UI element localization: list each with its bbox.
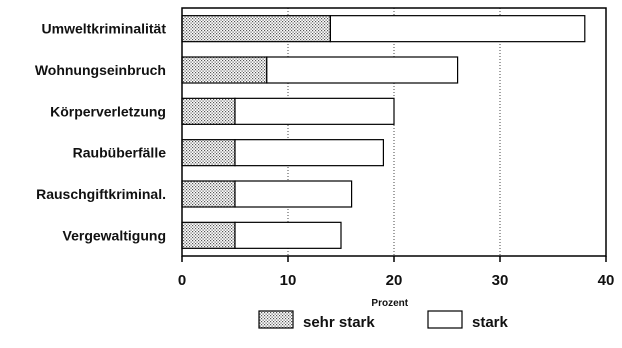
category-label: Vergewaltigung bbox=[63, 227, 166, 243]
bar-sehr-stark-2 bbox=[181, 97, 236, 125]
x-axis-ticks: 0 10 20 30 40 bbox=[178, 256, 615, 289]
tick-label: 0 bbox=[178, 272, 186, 289]
tick-label: 30 bbox=[492, 272, 509, 289]
category-label: Wohnungseinbruch bbox=[35, 62, 166, 78]
bar-sehr-stark-0 bbox=[181, 15, 331, 43]
tick-label: 20 bbox=[386, 272, 403, 289]
x-axis-title: Prozent bbox=[371, 298, 408, 309]
legend-swatch-stark bbox=[427, 310, 463, 329]
category-labels: Umweltkriminalität Wohnungseinbruch Körper… bbox=[35, 21, 167, 244]
category-label: Körperverletzung bbox=[50, 103, 166, 119]
category-label: Rauschgiftkriminal. bbox=[36, 186, 166, 202]
grid-lines bbox=[287, 8, 501, 256]
legend-label: sehr stark bbox=[303, 314, 375, 331]
bar-stark-5 bbox=[234, 221, 342, 249]
bar-stark-2 bbox=[234, 97, 395, 125]
category-label: Raubüberfälle bbox=[73, 145, 167, 161]
bar-stark-0 bbox=[329, 15, 586, 43]
bars bbox=[181, 15, 586, 249]
bar-stark-3 bbox=[234, 139, 384, 167]
bar-stark-1 bbox=[266, 56, 459, 84]
bar-sehr-stark-5 bbox=[181, 221, 236, 249]
legend-label: stark bbox=[472, 314, 509, 331]
bar-sehr-stark-3 bbox=[181, 139, 236, 167]
bar-sehr-stark-1 bbox=[181, 56, 268, 84]
tick-label: 10 bbox=[280, 272, 297, 289]
tick-label: 40 bbox=[598, 272, 615, 289]
legend-swatch-sehr-stark bbox=[258, 310, 294, 329]
category-label: Umweltkriminalität bbox=[42, 21, 167, 37]
bar-stark-4 bbox=[234, 180, 353, 208]
bar-sehr-stark-4 bbox=[181, 180, 236, 208]
legend: sehr stark stark bbox=[258, 310, 509, 331]
